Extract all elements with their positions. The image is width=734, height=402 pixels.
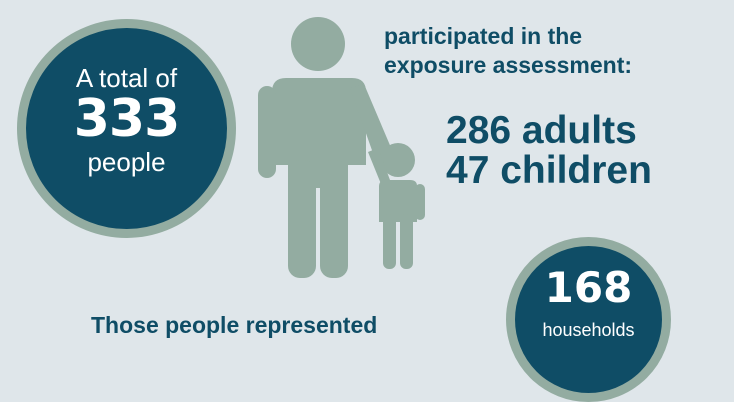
households-count: 168 [544,263,633,312]
households-circle: 168 households [506,237,671,402]
adults-stat: 286 adults [446,110,637,152]
total-prefix: A total of [75,63,178,93]
adults-label: adults [521,109,637,152]
children-stat: 47 children [446,150,652,192]
children-count: 47 [446,149,490,192]
total-suffix: people [87,147,166,177]
adults-count: 286 [446,109,512,152]
households-intro: Those people represented [91,312,378,338]
participation-heading: participated in the exposure assessment: [384,22,632,80]
participation-heading-line2: exposure assessment: [384,52,633,78]
total-people-count: 333 [73,89,181,149]
participation-heading-line1: participated in the [384,23,583,49]
children-label: children [500,149,652,192]
total-people-circle: A total of 333 people [17,19,236,238]
households-label: households [542,320,635,340]
